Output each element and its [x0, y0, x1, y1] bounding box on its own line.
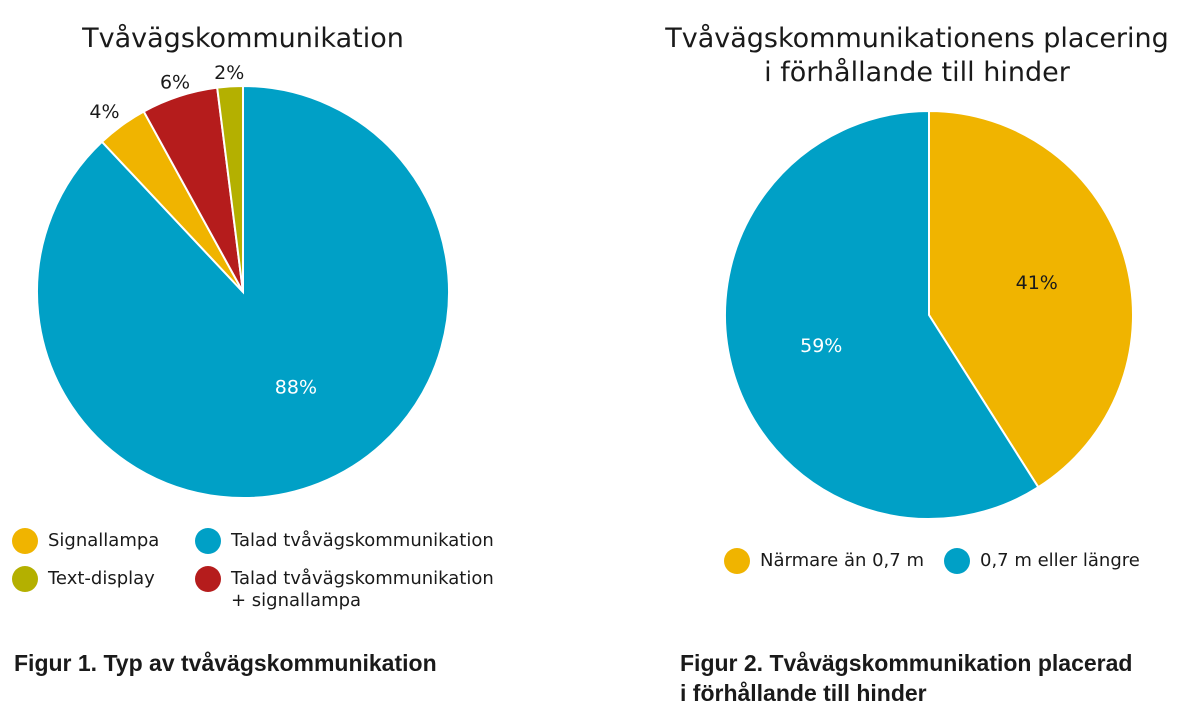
pie-slice-label-4: 2% — [214, 62, 244, 84]
pie-slice-2 — [724, 109, 1040, 520]
pie-slice-1 — [36, 84, 450, 499]
pie-slice-4 — [216, 84, 244, 293]
legend-swatch — [12, 566, 38, 592]
chart1-title: Tvåvägskommunikation — [82, 23, 404, 54]
legend-swatch — [724, 548, 750, 574]
pie-slice-1 — [928, 109, 1134, 489]
legend2-item-langre: 0,7 m eller längre — [944, 548, 1140, 574]
pie-chart-2: 41% 59% — [724, 109, 1134, 520]
figure2-caption-line-2: i förhållande till hinder — [680, 680, 927, 706]
pie-slice-label-3: 6% — [160, 71, 190, 93]
legend-label: Talad tvåvägskommunikation — [231, 530, 494, 551]
chart2-title-line-2: i förhållande till hinder — [764, 57, 1070, 88]
legend1-item-text-display: Text-display — [12, 566, 155, 592]
legend-label: Närmare än 0,7 m — [760, 550, 924, 571]
legend-swatch — [944, 548, 970, 574]
pie-slice-label-1: 88% — [275, 376, 317, 398]
pie-slice-label-2: 59% — [800, 335, 842, 357]
legend-swatch — [195, 528, 221, 554]
legend1-item-signallampa: Signallampa — [12, 528, 160, 554]
legend1-item-talad: Talad tvåvägskommunikation — [195, 528, 494, 554]
chart2-title: Tvåvägskommunikationens placering i förh… — [628, 22, 1194, 90]
chart2-title-line-1: Tvåvägskommunikationens placering — [665, 23, 1169, 54]
legend-label: Signallampa — [48, 530, 160, 551]
figure1-caption: Figur 1. Typ av tvåvägskommunikation — [14, 650, 437, 676]
legend-label: Talad tvåvägskommunikation — [231, 568, 494, 589]
legend1-item-talad-signallampa: Talad tvåvägskommunikation + signallampa — [195, 566, 494, 612]
legend-label: Text-display — [48, 568, 155, 589]
legend-label-sub: + signallampa — [231, 590, 362, 611]
legend-label: 0,7 m eller längre — [980, 550, 1140, 571]
legend-swatch — [195, 566, 221, 592]
legend2-item-narmare: Närmare än 0,7 m — [724, 548, 924, 574]
figure2-caption: Figur 2. Tvåvägskommunikation placerad i… — [680, 648, 1132, 708]
figure2-caption-line-1: Figur 2. Tvåvägskommunikation placerad — [680, 650, 1133, 676]
pie-slice-label-2: 4% — [89, 101, 119, 123]
pie-slice-label-1: 41% — [1016, 272, 1058, 294]
pie-chart-1: 88% 4% 6% 2% — [36, 62, 450, 499]
legend-swatch — [12, 528, 38, 554]
